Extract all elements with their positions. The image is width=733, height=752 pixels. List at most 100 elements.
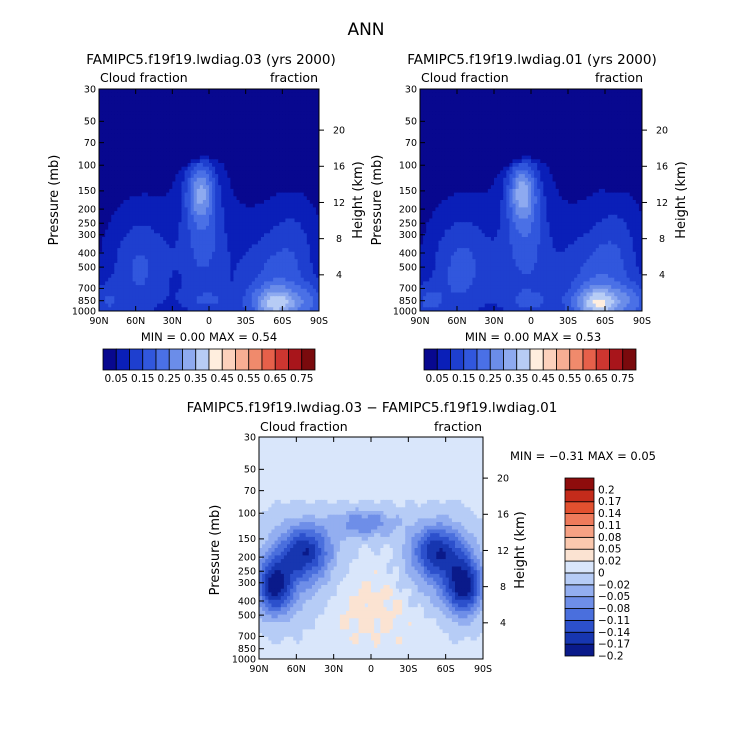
heatmap-cell bbox=[264, 285, 268, 290]
heatmap-cell bbox=[626, 92, 631, 97]
heatmap-cell bbox=[518, 92, 523, 97]
heatmap-cell bbox=[129, 274, 134, 279]
heatmap-cell bbox=[108, 222, 112, 227]
heatmap-cell bbox=[315, 296, 319, 301]
heatmap-cell bbox=[543, 92, 548, 97]
heatmap-cell bbox=[239, 111, 244, 116]
heatmap-cell bbox=[315, 155, 319, 160]
heatmap-cell bbox=[187, 96, 192, 101]
heatmap-cell bbox=[267, 133, 271, 138]
heatmap-cell bbox=[150, 233, 155, 238]
heatmap-cell bbox=[141, 203, 146, 208]
heatmap-cell bbox=[123, 192, 128, 197]
heatmap-cell bbox=[147, 192, 152, 197]
heatmap-cell bbox=[251, 200, 256, 205]
heatmap-cell bbox=[178, 203, 183, 208]
heatmap-cell bbox=[181, 237, 186, 242]
heatmap-cell bbox=[527, 96, 532, 101]
heatmap-cell bbox=[221, 225, 225, 231]
heatmap-cell bbox=[254, 248, 259, 253]
heatmap-cell bbox=[196, 251, 201, 257]
heatmap-cell bbox=[267, 163, 271, 168]
heatmap-cell bbox=[239, 122, 244, 127]
heatmap-cell bbox=[205, 281, 210, 286]
heatmap-cell bbox=[291, 170, 296, 175]
heatmap-cell bbox=[102, 111, 106, 116]
heatmap-cell bbox=[205, 262, 210, 268]
heatmap-cell bbox=[306, 244, 311, 249]
heatmap-cell bbox=[288, 274, 293, 279]
heatmap-cell bbox=[227, 285, 231, 290]
heatmap-cell bbox=[117, 107, 121, 112]
heatmap-cell bbox=[221, 211, 225, 216]
heatmap-cell bbox=[205, 181, 210, 186]
heatmap-cell bbox=[589, 114, 594, 120]
heatmap-cell bbox=[285, 133, 290, 138]
heatmap-cell bbox=[196, 107, 201, 112]
heatmap-cell bbox=[447, 107, 452, 112]
heatmap-cell bbox=[245, 296, 250, 301]
heatmap-cell bbox=[126, 148, 131, 153]
heatmap-cell bbox=[312, 299, 317, 305]
heatmap-cell bbox=[629, 96, 634, 101]
heatmap-cell bbox=[154, 296, 158, 301]
heatmap-cell bbox=[117, 222, 121, 227]
heatmap-cell bbox=[105, 100, 109, 105]
heatmap-cell bbox=[160, 118, 164, 123]
heatmap-cell bbox=[150, 151, 155, 157]
heatmap-cell bbox=[558, 114, 563, 120]
heatmap-cell bbox=[147, 207, 152, 212]
heatmap-cell bbox=[276, 203, 280, 208]
heatmap-cell bbox=[178, 96, 183, 101]
heatmap-cell bbox=[315, 218, 319, 223]
heatmap-cell bbox=[102, 299, 106, 305]
heatmap-cell bbox=[135, 129, 140, 134]
heatmap-cell bbox=[114, 274, 118, 279]
heatmap-cell bbox=[288, 111, 293, 116]
heatmap-cell bbox=[187, 192, 192, 197]
heatmap-cell bbox=[105, 233, 109, 238]
heatmap-cell bbox=[166, 129, 170, 134]
heatmap-cell bbox=[512, 103, 517, 109]
heatmap-cell bbox=[257, 89, 262, 94]
heatmap-cell bbox=[141, 251, 146, 257]
heatmap-cell bbox=[233, 240, 238, 245]
heatmap-cell bbox=[312, 292, 317, 297]
heatmap-cell bbox=[450, 92, 455, 97]
heatmap-cell bbox=[141, 166, 146, 171]
heatmap-cell bbox=[117, 148, 121, 153]
heatmap-cell bbox=[193, 262, 198, 268]
heatmap-cell bbox=[114, 188, 118, 194]
heatmap-cell bbox=[160, 114, 164, 120]
heatmap-cell bbox=[450, 103, 455, 109]
heatmap-cell bbox=[297, 129, 302, 134]
heatmap-cell bbox=[245, 303, 250, 308]
heatmap-cell bbox=[187, 89, 192, 94]
heatmap-cell bbox=[102, 266, 106, 271]
heatmap-cell bbox=[245, 211, 250, 216]
heatmap-cell bbox=[163, 148, 167, 153]
heatmap-cell bbox=[549, 103, 554, 109]
heatmap-cell bbox=[276, 225, 280, 231]
heatmap-cell bbox=[190, 151, 195, 157]
heatmap-cell bbox=[472, 96, 477, 101]
heatmap-cell bbox=[227, 159, 231, 164]
heatmap-cell bbox=[147, 244, 152, 249]
heatmap-cell bbox=[144, 148, 149, 153]
heatmap-cell bbox=[221, 140, 225, 146]
heatmap-cell bbox=[309, 299, 314, 305]
heatmap-cell bbox=[184, 122, 189, 127]
heatmap-cell bbox=[288, 251, 293, 257]
heatmap-cell bbox=[108, 177, 112, 183]
heatmap-cell bbox=[169, 122, 173, 127]
heatmap-cell bbox=[154, 281, 158, 286]
heatmap-cell bbox=[285, 233, 290, 238]
heatmap-cell bbox=[215, 281, 219, 286]
heatmap-cell bbox=[306, 133, 311, 138]
heatmap-cell bbox=[209, 270, 213, 275]
heatmap-cell bbox=[218, 137, 222, 142]
heatmap-cell bbox=[199, 233, 204, 238]
heatmap-cell bbox=[291, 207, 296, 212]
heatmap-cell bbox=[236, 292, 241, 297]
heatmap-cell bbox=[423, 118, 427, 123]
